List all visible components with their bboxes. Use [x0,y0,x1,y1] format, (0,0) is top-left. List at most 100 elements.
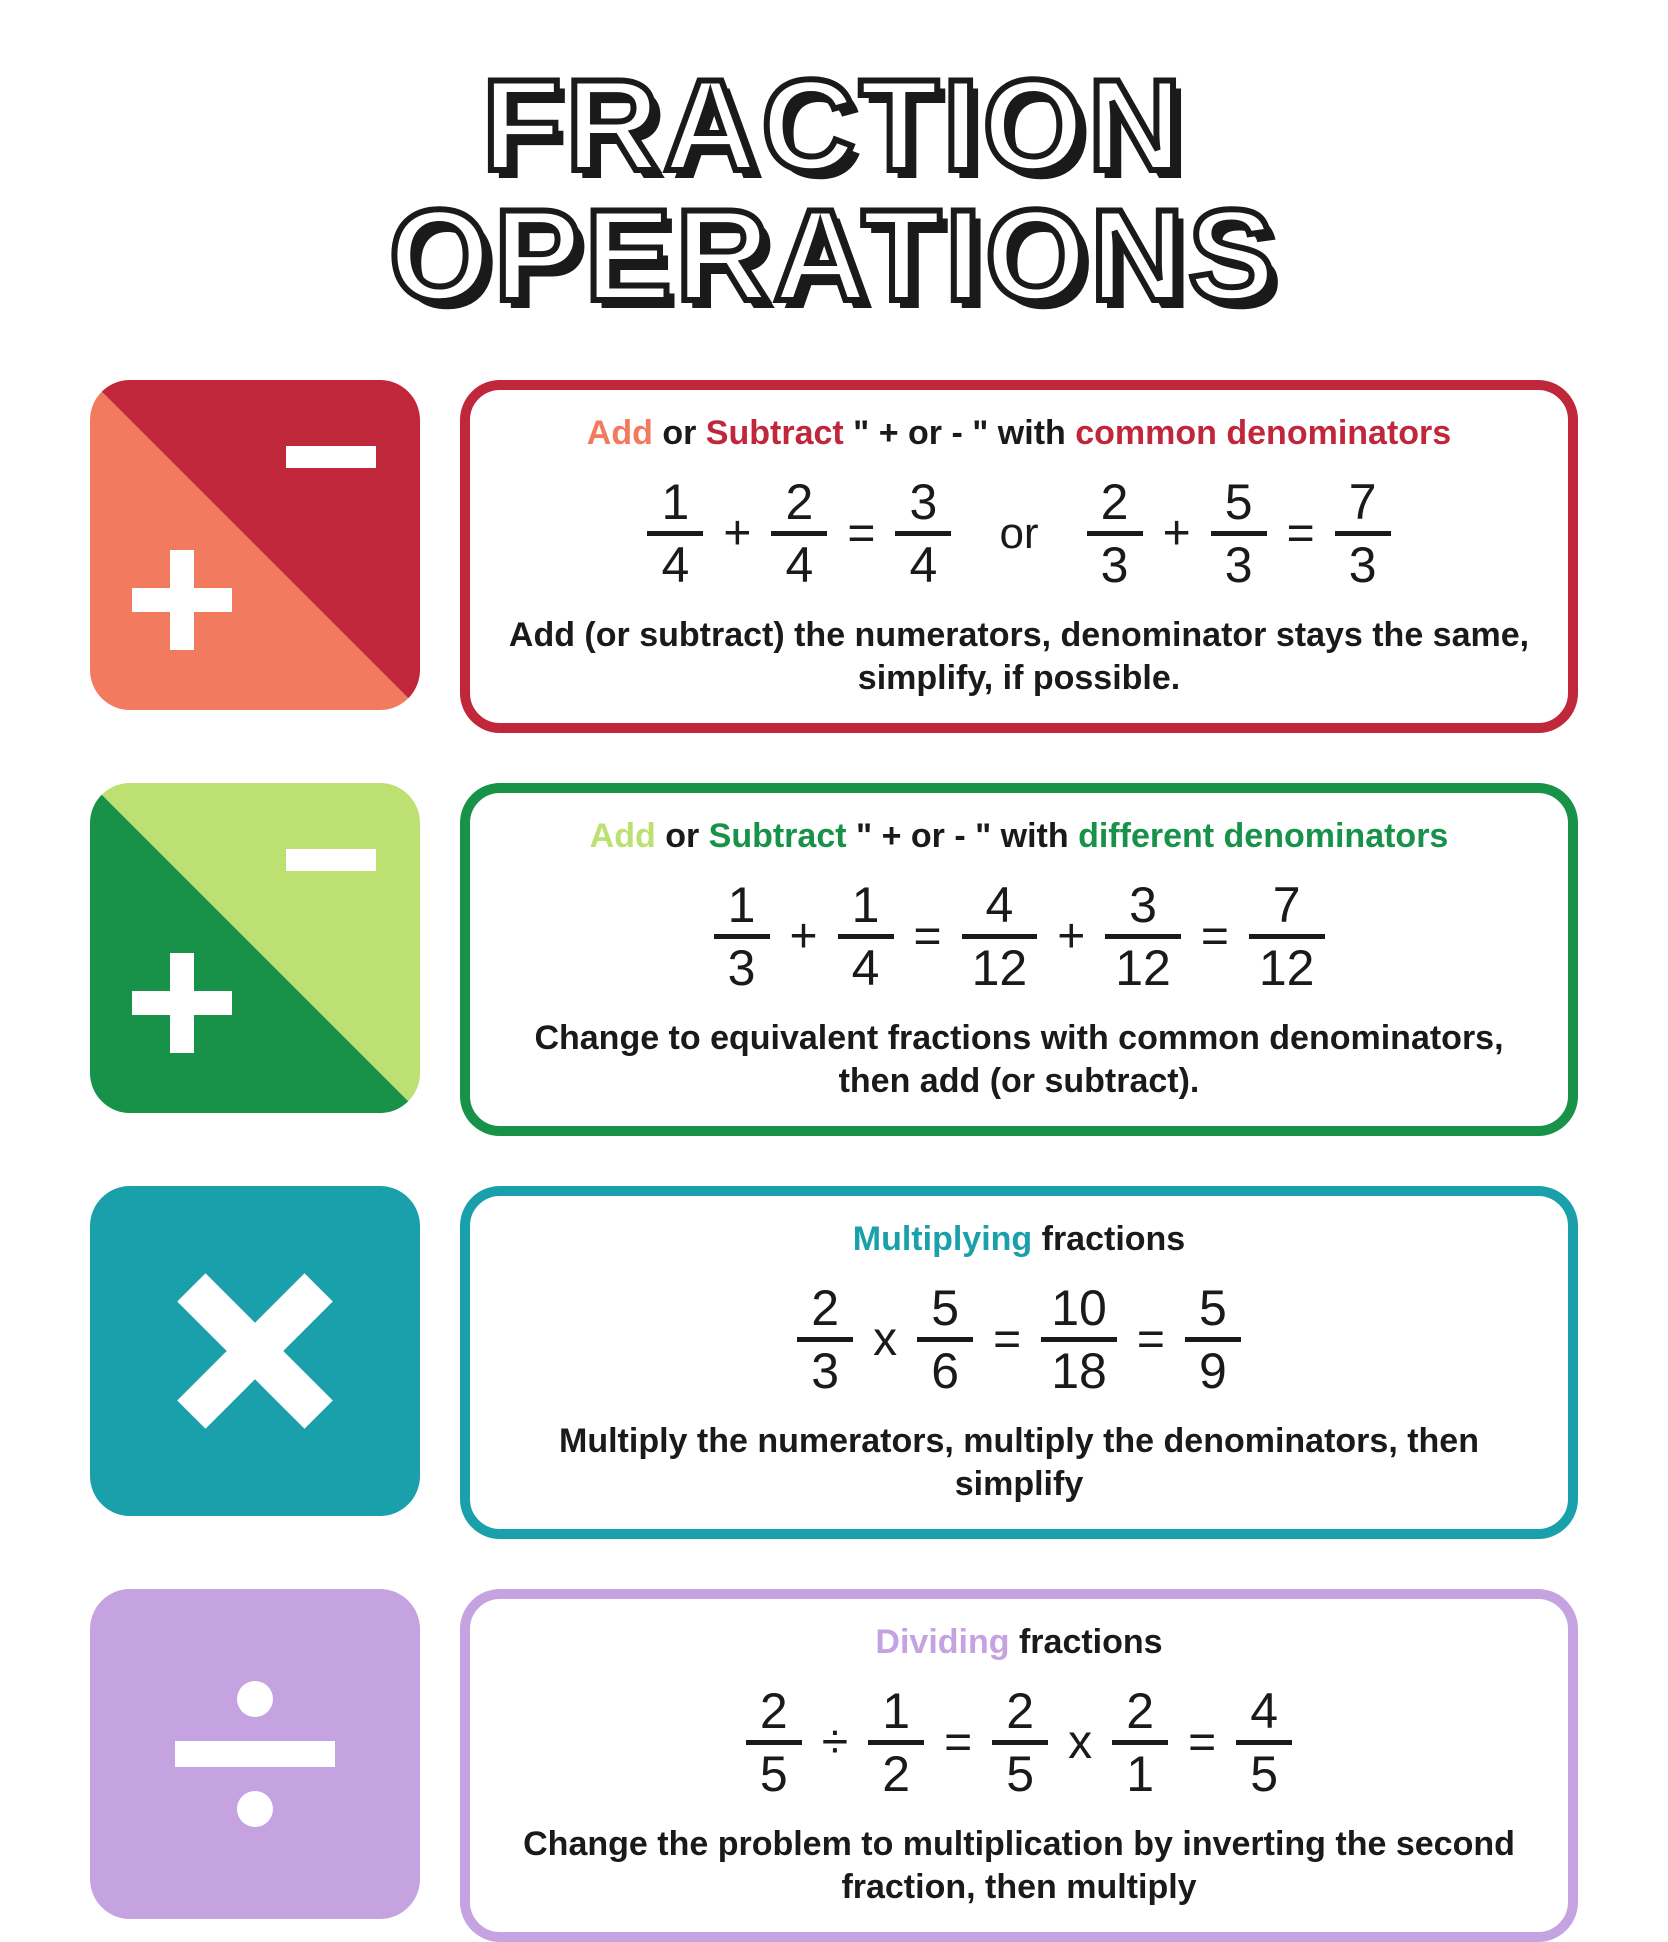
fraction: 4 12 [962,876,1038,997]
rule-text: Add (or subtract) the numerators, denomi… [500,614,1538,699]
card-heading: Add or Subtract " + or - " with differen… [590,817,1449,856]
heading-part: Dividing [875,1623,1019,1661]
numerator: 2 [801,1279,849,1337]
heading-part: fractions [1019,1623,1163,1661]
fraction: 10 18 [1041,1279,1117,1400]
denominator: 4 [776,536,824,594]
denominator: 3 [718,939,766,997]
fraction: 2 5 [992,1682,1048,1803]
operator: = [991,1312,1023,1367]
denominator: 6 [921,1342,969,1400]
fraction: 4 5 [1236,1682,1292,1803]
denominator: 3 [1215,536,1263,594]
page-title: FRACTION OPERATIONS [90,60,1578,320]
numerator: 5 [1215,473,1263,531]
card-heading: Multiplying fractions [853,1220,1185,1259]
fraction: 7 12 [1249,876,1325,997]
numerator: 10 [1041,1279,1117,1337]
equation: 2 5 ÷ 1 2 = 2 5 x 2 1 = 4 5 [746,1682,1292,1803]
or-separator: or [969,509,1068,559]
numerator: 5 [1189,1279,1237,1337]
fraction: 7 3 [1335,473,1391,594]
operator: = [942,1715,974,1770]
fraction: 2 3 [1087,473,1143,594]
times-icon [90,1186,420,1516]
operator: = [1186,1715,1218,1770]
fraction: 3 12 [1105,876,1181,997]
rows-container: Add or Subtract " + or - " with common d… [90,380,1578,1942]
heading-part: Multiplying [853,1220,1042,1258]
card-add-sub-common: Add or Subtract " + or - " with common d… [460,380,1578,733]
heading-part: " + or - " with [856,817,1078,855]
heading-part: different denominators [1078,817,1448,855]
heading-part: or [662,414,705,452]
operator: + [1055,909,1087,964]
rule-text: Change the problem to multiplication by … [500,1823,1538,1908]
numerator: 5 [921,1279,969,1337]
denominator: 3 [1091,536,1139,594]
operation-row-multiply: Multiplying fractions 2 3 x 5 6 = 10 18 … [90,1186,1578,1539]
operator: = [1135,1312,1167,1367]
plusminus-icon [90,380,420,710]
card-heading: Add or Subtract " + or - " with common d… [587,414,1451,453]
fraction: 3 4 [895,473,951,594]
numerator: 1 [872,1682,920,1740]
operator: + [721,506,753,561]
heading-part: fractions [1042,1220,1186,1258]
operator: x [1066,1715,1094,1770]
numerator: 7 [1339,473,1387,531]
numerator: 3 [1119,876,1167,934]
operator: + [788,909,820,964]
fraction: 2 5 [746,1682,802,1803]
denominator: 5 [750,1745,798,1803]
heading-part: Subtract [706,414,853,452]
operator: ÷ [820,1715,850,1770]
card-add-sub-different: Add or Subtract " + or - " with differen… [460,783,1578,1136]
numerator: 2 [750,1682,798,1740]
numerator: 1 [651,473,699,531]
operator: = [912,909,944,964]
plusminus-icon [90,783,420,1113]
card-multiply: Multiplying fractions 2 3 x 5 6 = 10 18 … [460,1186,1578,1539]
denominator: 4 [651,536,699,594]
fraction: 5 3 [1211,473,1267,594]
fraction: 1 4 [647,473,703,594]
rule-text: Change to equivalent fractions with comm… [500,1017,1538,1102]
denominator: 3 [1339,536,1387,594]
denominator: 3 [801,1342,849,1400]
denominator: 9 [1189,1342,1237,1400]
denominator: 5 [1240,1745,1288,1803]
fraction: 1 2 [868,1682,924,1803]
card-heading: Dividing fractions [875,1623,1162,1662]
operator: + [1161,506,1193,561]
operator: = [1199,909,1231,964]
equation: 1 4 + 2 4 = 3 4 or 2 3 + 5 3 = 7 3 [647,473,1390,594]
numerator: 2 [996,1682,1044,1740]
fraction: 2 3 [797,1279,853,1400]
heading-part: Subtract [709,817,856,855]
equation: 2 3 x 5 6 = 10 18 = 5 9 [797,1279,1241,1400]
denominator: 4 [900,536,948,594]
numerator: 2 [1116,1682,1164,1740]
fraction: 2 4 [771,473,827,594]
denominator: 2 [872,1745,920,1803]
denominator: 1 [1116,1745,1164,1803]
operation-row-divide: Dividing fractions 2 5 ÷ 1 2 = 2 5 x 2 1… [90,1589,1578,1942]
numerator: 3 [900,473,948,531]
denominator: 5 [996,1745,1044,1803]
rule-text: Multiply the numerators, multiply the de… [500,1420,1538,1505]
operator: = [845,506,877,561]
heading-part: common denominators [1075,414,1451,452]
numerator: 1 [718,876,766,934]
numerator: 1 [842,876,890,934]
heading-part: or [665,817,708,855]
operator: x [871,1312,899,1367]
fraction: 5 6 [917,1279,973,1400]
denominator: 18 [1041,1342,1117,1400]
heading-part: " + or - " with [853,414,1075,452]
numerator: 4 [1240,1682,1288,1740]
heading-part: Add [590,817,666,855]
denominator: 12 [1105,939,1181,997]
card-divide: Dividing fractions 2 5 ÷ 1 2 = 2 5 x 2 1… [460,1589,1578,1942]
numerator: 4 [975,876,1023,934]
